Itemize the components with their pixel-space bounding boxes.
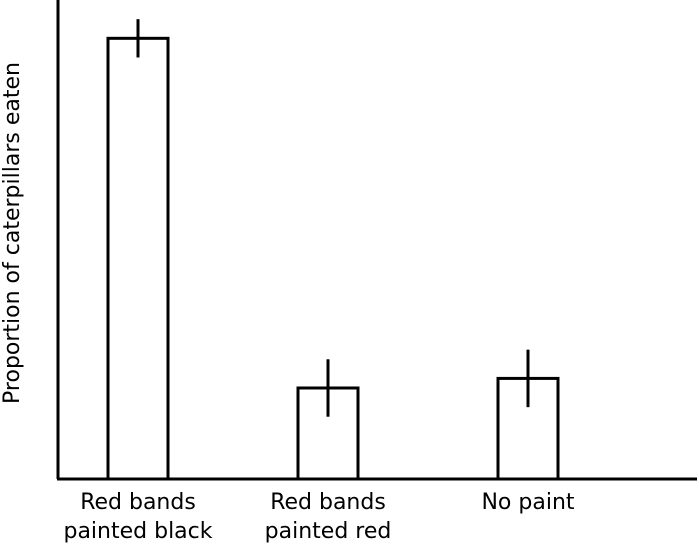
y-axis-title: Proportion of caterpillars eaten <box>0 62 25 404</box>
category-label-2-line-2: painted red <box>265 519 392 544</box>
category-label-1-line-2: painted black <box>63 519 212 544</box>
bars <box>106 19 560 481</box>
axes <box>56 0 697 481</box>
category-labels: Red bands painted black Red bands painted r… <box>63 490 574 544</box>
category-label-1-line-1: Red bands <box>80 490 196 515</box>
category-label-2-line-1: Red bands <box>270 490 386 515</box>
category-label-3-line-1: No paint <box>481 490 574 515</box>
bar-1 <box>106 36 170 481</box>
